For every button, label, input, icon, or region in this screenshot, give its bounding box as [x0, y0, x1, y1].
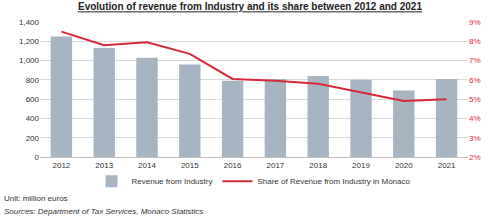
svg-text:1,000: 1,000	[19, 56, 40, 65]
svg-text:400: 400	[26, 114, 40, 123]
svg-text:200: 200	[26, 134, 40, 143]
svg-text:2015: 2015	[181, 161, 199, 170]
svg-text:2012: 2012	[53, 161, 71, 170]
svg-text:2020: 2020	[395, 161, 413, 170]
svg-text:7%: 7%	[469, 56, 481, 65]
svg-text:2018: 2018	[309, 161, 327, 170]
svg-text:Revenue from Industry: Revenue from Industry	[132, 177, 213, 186]
svg-text:2014: 2014	[138, 161, 156, 170]
svg-text:Evolution of revenue from Indu: Evolution of revenue from Industry and i…	[78, 1, 422, 12]
svg-text:3%: 3%	[469, 134, 481, 143]
svg-text:8%: 8%	[469, 37, 481, 46]
svg-text:2016: 2016	[224, 161, 242, 170]
svg-text:6%: 6%	[469, 76, 481, 85]
svg-text:1,400: 1,400	[19, 18, 40, 27]
svg-text:9%: 9%	[469, 18, 481, 27]
svg-text:Unit: million euros: Unit: million euros	[4, 194, 68, 203]
svg-text:2021: 2021	[438, 161, 456, 170]
svg-text:2013: 2013	[95, 161, 113, 170]
svg-text:2%: 2%	[469, 153, 481, 162]
svg-text:600: 600	[26, 95, 40, 104]
svg-text:4%: 4%	[469, 114, 481, 123]
svg-text:5%: 5%	[469, 95, 481, 104]
svg-text:800: 800	[26, 76, 40, 85]
svg-text:0: 0	[35, 153, 40, 162]
svg-text:1,200: 1,200	[19, 37, 40, 46]
svg-text:2017: 2017	[267, 161, 285, 170]
svg-text:Sources: Department of Tax Ser: Sources: Department of Tax Services, Mon…	[4, 207, 203, 216]
svg-text:2019: 2019	[352, 161, 370, 170]
svg-text:Share of Revenue from Industry: Share of Revenue from Industry in Monaco	[257, 177, 410, 186]
